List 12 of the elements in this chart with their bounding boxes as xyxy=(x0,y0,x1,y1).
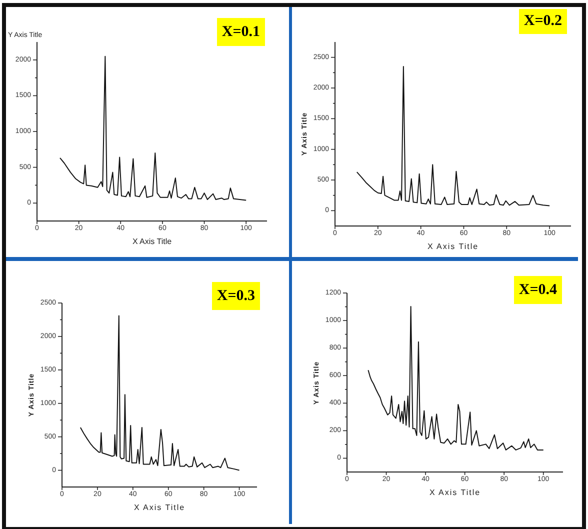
x-axis-title: X Axis Title xyxy=(132,237,172,246)
x-axis-title: X Axis Title xyxy=(427,242,479,251)
x-axis-title: X Axis Title xyxy=(134,503,186,512)
chart-title: X=0.3 xyxy=(212,282,260,310)
chart-title: X=0.4 xyxy=(514,276,562,304)
line-series xyxy=(80,315,240,471)
chart-title: X=0.1 xyxy=(217,18,265,46)
line-series xyxy=(368,306,544,450)
x-axis-title: X Axis Title xyxy=(429,488,481,497)
line-series xyxy=(356,66,550,206)
line-series xyxy=(60,56,247,201)
chart-title: X=0.2 xyxy=(519,9,567,34)
